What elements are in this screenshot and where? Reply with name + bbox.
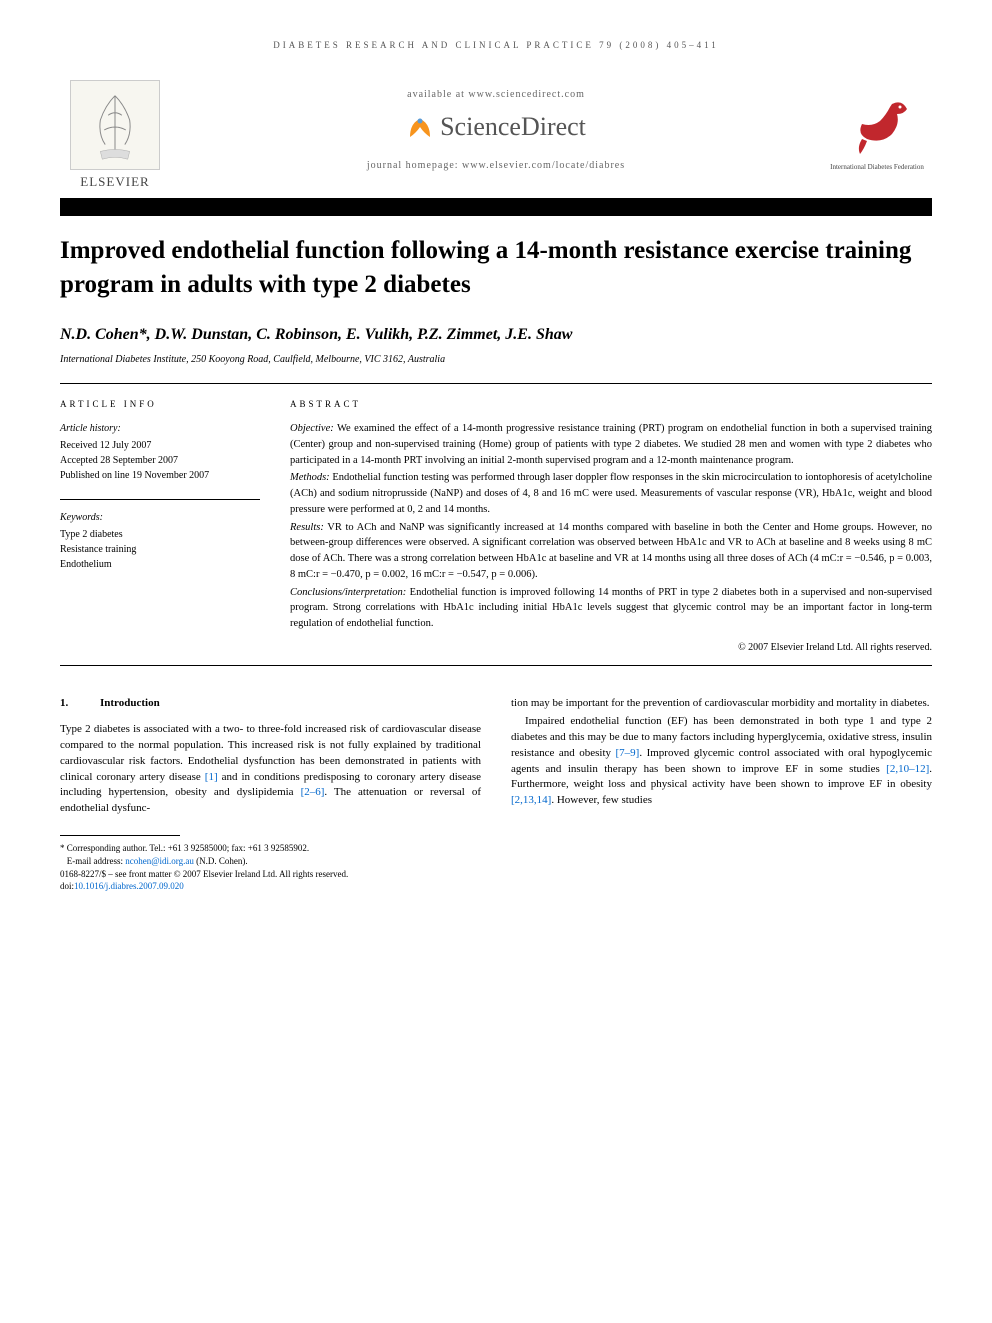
doi-link[interactable]: 10.1016/j.diabres.2007.09.020 [74,881,184,891]
intro-para-1: Type 2 diabetes is associated with a two… [60,722,481,818]
affiliation: International Diabetes Institute, 250 Ko… [60,354,932,365]
hummingbird-icon [842,89,912,159]
elsevier-tree-icon [70,80,160,170]
abstract-results: Results: VR to ACh and NaNP was signific… [290,520,932,583]
article-info-head: ARTICLE INFO [60,398,260,412]
column-right: tion may be important for the prevention… [511,696,932,893]
sciencedirect-wordmark: ScienceDirect [440,112,586,142]
email-line: E-mail address: ncohen@idi.org.au (N.D. … [60,855,481,868]
article-title: Improved endothelial function following … [60,234,932,302]
footnotes: * Corresponding author. Tel.: +61 3 9258… [60,842,481,892]
divider-bottom [60,665,932,666]
elsevier-wordmark: ELSEVIER [80,174,149,190]
abstract-conclusions: Conclusions/interpretation: Endothelial … [290,585,932,632]
author-list: N.D. Cohen*, D.W. Dunstan, C. Robinson, … [60,326,932,344]
idf-label: International Diabetes Federation [830,163,924,171]
column-left: 1.Introduction Type 2 diabetes is associ… [60,696,481,893]
keywords-label: Keywords: [60,510,260,525]
available-at-text: available at www.sciencedirect.com [190,89,802,100]
abstract: ABSTRACT Objective: We examined the effe… [290,398,932,655]
info-abstract-row: ARTICLE INFO Article history: Received 1… [60,398,932,655]
sciencedirect-logo: ScienceDirect [190,112,802,142]
idf-logo: International Diabetes Federation [822,70,932,190]
objective-text: We examined the effect of a 14-month pro… [290,423,932,466]
sciencedirect-icon [406,113,434,141]
body-text: 1.Introduction Type 2 diabetes is associ… [60,696,932,893]
footnote-separator [60,835,180,836]
divider-top [60,383,932,384]
accepted-date: Accepted 28 September 2007 [60,453,260,468]
keyword-3: Endothelium [60,557,260,572]
header-divider-bar [60,198,932,216]
ref-link-2-10-12[interactable]: [2,10–12] [886,763,929,775]
abstract-copyright: © 2007 Elsevier Ireland Ltd. All rights … [290,640,932,655]
results-label: Results: [290,522,324,533]
intro-para-2: Impaired endothelial function (EF) has b… [511,714,932,810]
ref-link-2-6[interactable]: [2–6] [301,786,325,798]
doi-line: doi:10.1016/j.diabres.2007.09.020 [60,880,481,893]
abstract-methods: Methods: Endothelial function testing wa… [290,470,932,517]
conclusions-label: Conclusions/interpretation: [290,587,406,598]
intro-para-1-cont: tion may be important for the prevention… [511,696,932,712]
journal-header: ELSEVIER available at www.sciencedirect.… [60,70,932,190]
received-date: Received 12 July 2007 [60,438,260,453]
email-link[interactable]: ncohen@idi.org.au [125,856,194,866]
article-info: ARTICLE INFO Article history: Received 1… [60,398,260,655]
results-text: VR to ACh and NaNP was significantly inc… [290,522,932,580]
published-date: Published on line 19 November 2007 [60,468,260,483]
keyword-1: Type 2 diabetes [60,527,260,542]
elsevier-logo: ELSEVIER [60,70,170,190]
journal-homepage: journal homepage: www.elsevier.com/locat… [190,160,802,171]
issn-line: 0168-8227/$ – see front matter © 2007 El… [60,868,481,881]
ref-link-7-9[interactable]: [7–9] [616,747,640,759]
article-history: Article history: Received 12 July 2007 A… [60,421,260,483]
abstract-objective: Objective: We examined the effect of a 1… [290,421,932,468]
header-center: available at www.sciencedirect.com Scien… [170,89,822,171]
running-head: DIABETES RESEARCH AND CLINICAL PRACTICE … [60,40,932,50]
keyword-2: Resistance training [60,542,260,557]
history-label: Article history: [60,421,260,436]
ref-link-1[interactable]: [1] [205,771,218,783]
abstract-head: ABSTRACT [290,398,932,412]
section-number: 1. [60,696,100,712]
section-heading: 1.Introduction [60,696,481,712]
methods-label: Methods: [290,472,330,483]
objective-label: Objective: [290,423,334,434]
keywords-block: Keywords: Type 2 diabetes Resistance tra… [60,510,260,572]
info-divider [60,499,260,500]
ref-link-2-13-14[interactable]: [2,13,14] [511,794,551,806]
methods-text: Endothelial function testing was perform… [290,472,932,515]
corresponding-author: * Corresponding author. Tel.: +61 3 9258… [60,842,481,855]
section-title: Introduction [100,697,160,709]
